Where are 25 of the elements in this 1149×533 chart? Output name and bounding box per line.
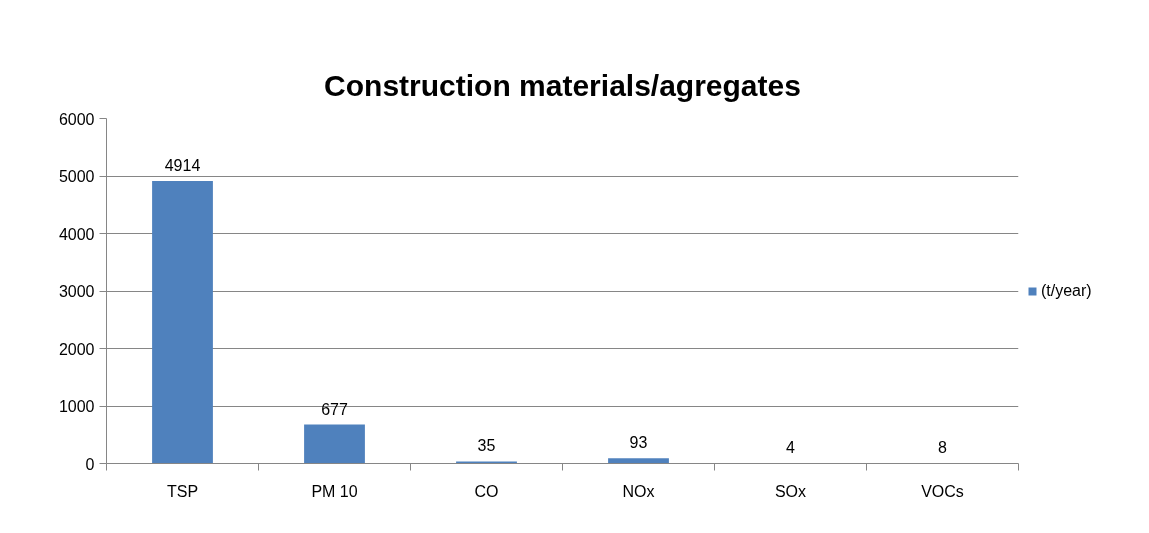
y-tick-label: 1000 — [58, 398, 95, 415]
x-tick-label: NOx — [622, 482, 655, 500]
x-tick-label: PM 10 — [311, 482, 358, 500]
data-label: 4 — [786, 439, 796, 457]
y-tick-label: 2000 — [58, 340, 95, 358]
x-tick-label: CO — [474, 482, 499, 500]
y-tick-label: 3000 — [58, 283, 95, 300]
x-tick-label: VOCs — [921, 482, 964, 500]
y-tick-label: 6000 — [58, 110, 95, 128]
y-tick-label: 0 — [85, 455, 95, 473]
data-label: 93 — [629, 434, 648, 452]
data-label: 677 — [321, 400, 348, 418]
y-tick-label: 5000 — [58, 168, 95, 185]
data-label: 35 — [477, 437, 496, 455]
bar — [456, 461, 517, 464]
data-label: 8 — [938, 439, 948, 457]
bar — [304, 424, 365, 464]
x-tick-label: TSP — [166, 482, 199, 500]
data-label: 4914 — [164, 156, 201, 174]
x-tick-label: SOx — [774, 482, 807, 500]
bar — [608, 458, 669, 464]
legend-label: (t/year) — [1041, 281, 1092, 300]
chart-title: Construction materials/agregates — [324, 68, 801, 102]
bar — [152, 180, 213, 464]
y-tick-label: 4000 — [58, 225, 95, 243]
